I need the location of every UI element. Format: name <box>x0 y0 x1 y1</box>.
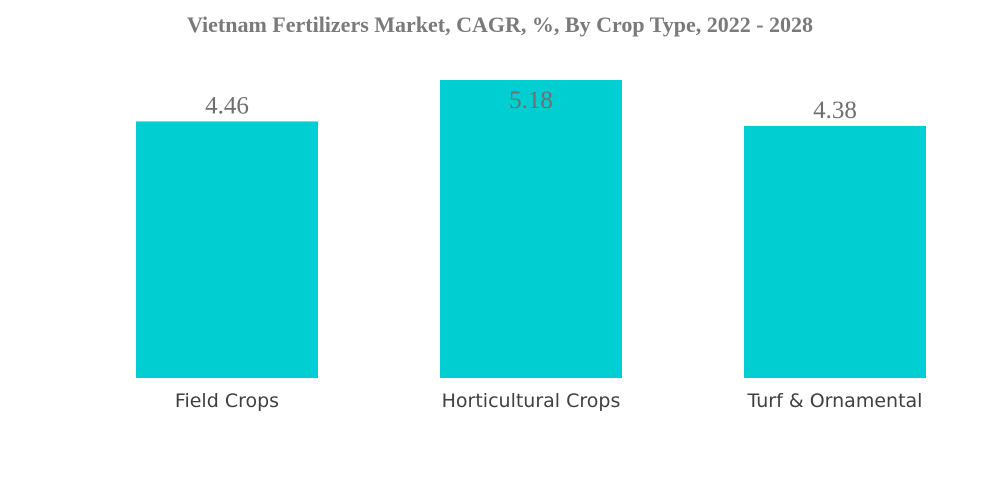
value-labels-group: 4.46 5.18 4.38 <box>205 87 857 124</box>
bar-0 <box>136 121 318 379</box>
category-label-1: Horticultural Crops <box>442 390 621 412</box>
category-label-0: Field Crops <box>175 390 279 412</box>
data-label-0: 4.46 <box>205 92 249 119</box>
bars-group <box>136 80 926 379</box>
data-label-2: 4.38 <box>813 97 857 124</box>
chart-title: Vietnam Fertilizers Market, CAGR, %, By … <box>186 12 814 37</box>
category-labels-group: Field Crops Horticultural Crops Turf & Orn… <box>175 390 923 412</box>
bar-1 <box>440 80 622 378</box>
bar-2 <box>744 126 926 378</box>
category-label-2: Turf & Ornamental <box>747 390 923 412</box>
data-label-1: 5.18 <box>509 87 553 114</box>
